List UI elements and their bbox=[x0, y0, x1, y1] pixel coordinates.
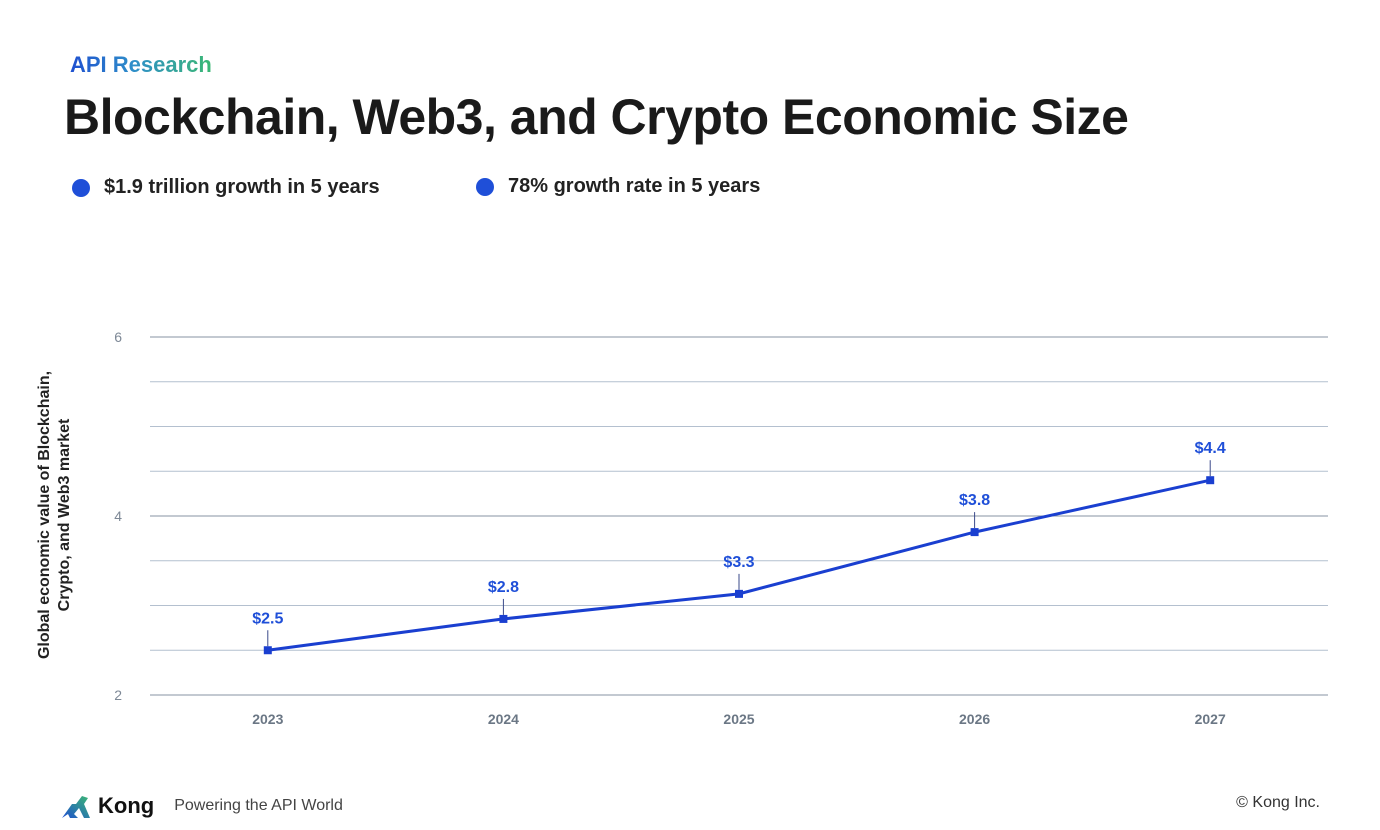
tagline: Powering the API World bbox=[174, 797, 343, 814]
x-tick-label: 2025 bbox=[723, 711, 754, 727]
bullet-dot-icon bbox=[476, 177, 494, 196]
data-point-marker bbox=[499, 614, 508, 623]
brand-name: Kong bbox=[98, 793, 155, 818]
y-tick-label: 6 bbox=[114, 329, 122, 345]
data-point-marker bbox=[970, 528, 979, 537]
x-tick-label: 2027 bbox=[1195, 711, 1226, 727]
y-axis-label: Global economic value of Blockchain, bbox=[36, 371, 53, 659]
y-tick-label: 2 bbox=[114, 687, 122, 703]
stat-growth-amount: $1.9 trillion growth in 5 years bbox=[72, 176, 380, 199]
data-point-marker bbox=[263, 646, 272, 655]
copyright: © Kong Inc. bbox=[1236, 794, 1320, 811]
data-point-marker bbox=[1206, 476, 1215, 485]
stat-growth-rate: 78% growth rate in 5 years bbox=[476, 175, 760, 198]
data-label: $2.5 bbox=[252, 610, 283, 627]
data-label: $2.8 bbox=[488, 579, 519, 596]
stat-label: $1.9 trillion growth in 5 years bbox=[104, 176, 380, 198]
x-tick-label: 2023 bbox=[252, 711, 283, 727]
data-label: $3.3 bbox=[723, 554, 754, 571]
data-point-marker bbox=[735, 589, 743, 598]
page-title: Blockchain, Web3, and Crypto Economic Si… bbox=[64, 89, 1129, 145]
data-label: $3.8 bbox=[959, 492, 990, 509]
data-label: $4.4 bbox=[1195, 440, 1226, 457]
y-axis-label-line2: Crypto, and Web3 market bbox=[56, 418, 73, 611]
bullet-dot-icon bbox=[72, 178, 90, 197]
kicker-label: API Research bbox=[70, 52, 212, 77]
x-tick-label: 2026 bbox=[959, 711, 990, 727]
y-tick-label: 4 bbox=[114, 508, 122, 524]
x-tick-label: 2024 bbox=[488, 711, 519, 727]
stat-label: 78% growth rate in 5 years bbox=[508, 175, 761, 197]
kong-logo-icon bbox=[62, 796, 90, 818]
footer-brand: Kong Powering the API World bbox=[60, 792, 343, 820]
